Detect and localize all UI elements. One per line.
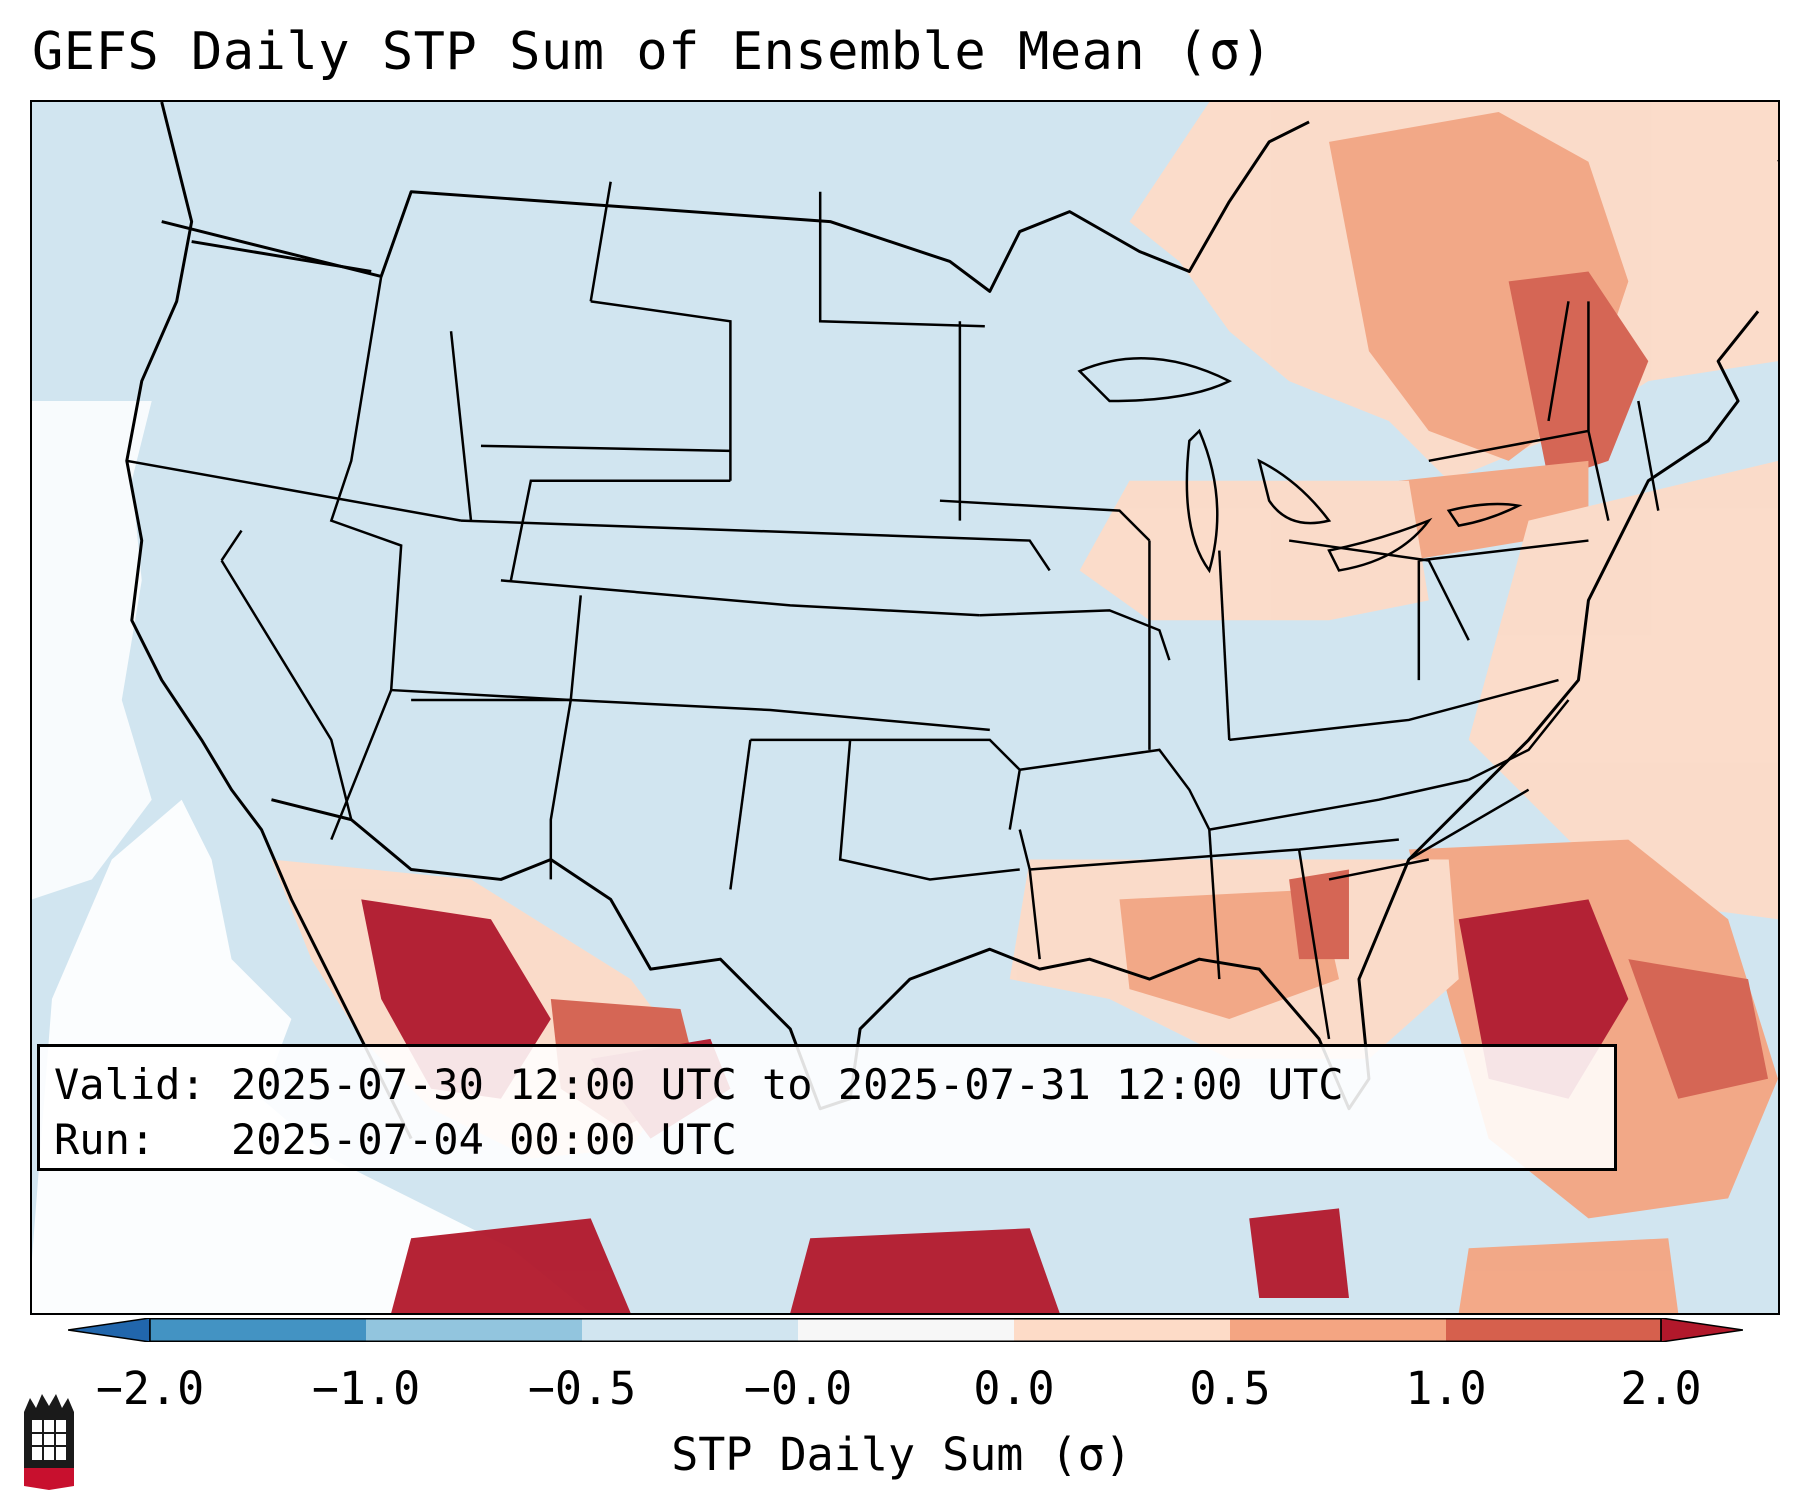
colorbar-segment [1446,1318,1661,1342]
colorbar-tick-label: −2.0 [95,1362,205,1415]
colorbar-outline [149,1318,1662,1342]
colorbar-segment [366,1318,582,1342]
colorbar-segment [150,1318,366,1342]
valid-info-box: Valid: 2025-07-30 12:00 UTC to 2025-07-3… [37,1044,1617,1171]
niu-logo-icon [24,1394,74,1490]
colorbar-segment [798,1318,1014,1342]
state-borders [126,181,1660,1040]
colorbar-segment [582,1318,798,1342]
great-lakes [1077,357,1523,574]
colorbar-segment [1230,1318,1446,1342]
colorbar-extend-low [68,1318,151,1342]
chart-title: GEFS Daily STP Sum of Ensemble Mean (σ) [32,22,1273,82]
colorbar-tick-label: 0.5 [1189,1362,1271,1415]
colorbar [68,1318,1743,1342]
colorbar-segment [1014,1318,1230,1342]
colorbar-tick-label: −1.0 [311,1362,421,1415]
no-data-region [32,799,591,1313]
no-data-region [32,401,152,900]
colorbar-extend-high [1660,1318,1743,1342]
colorbar-tick-label: −0.5 [527,1362,637,1415]
colorbar-tick-label: 1.0 [1405,1362,1487,1415]
colorbar-tick-label: −0.0 [743,1362,853,1415]
country-borders [125,102,1778,1140]
run-time-text: Run: 2025-07-04 00:00 UTC [54,1115,737,1164]
colorbar-tick-label: 0.0 [973,1362,1055,1415]
colorbar-tick-label: 2.0 [1620,1362,1702,1415]
valid-time-text: Valid: 2025-07-30 12:00 UTC to 2025-07-3… [54,1060,1344,1109]
colorbar-label: STP Daily Sum (σ) [671,1428,1132,1481]
